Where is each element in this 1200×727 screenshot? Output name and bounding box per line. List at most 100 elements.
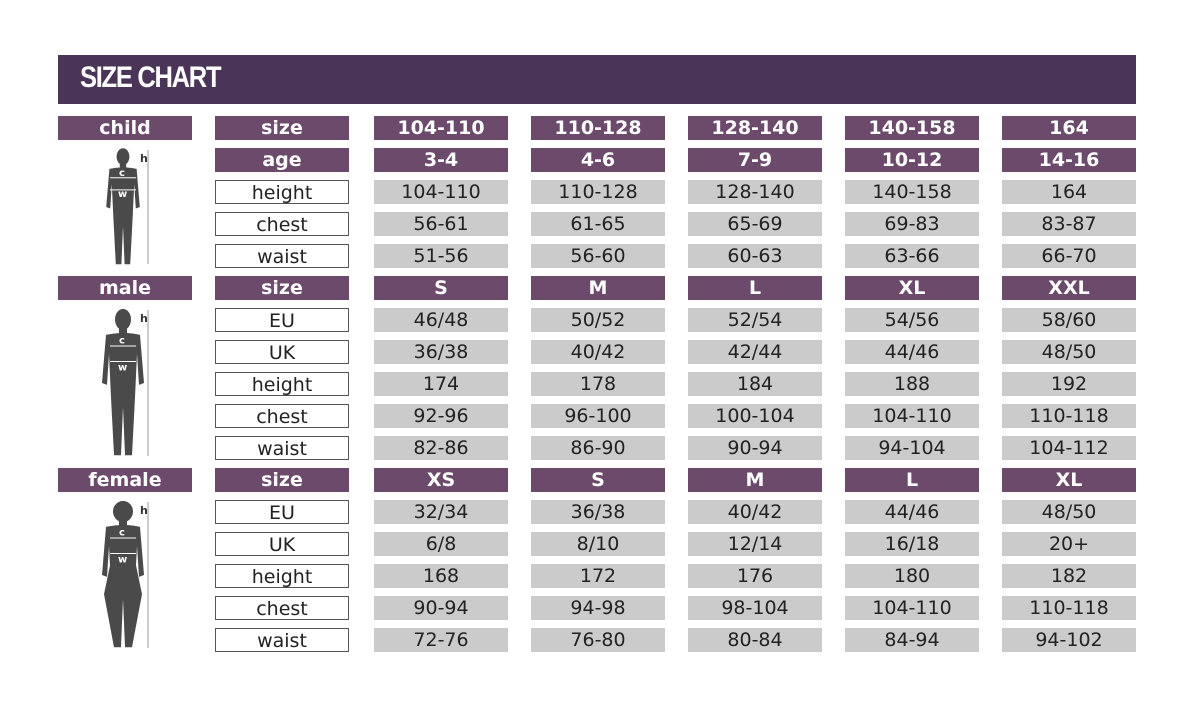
child-body-silhouette-icon: h c w: [88, 146, 168, 272]
row-label-size: size: [215, 276, 349, 300]
svg-text:h: h: [140, 152, 148, 165]
table-cell: 92-96: [374, 404, 508, 428]
row-label-chest: chest: [215, 596, 349, 620]
table-cell: 110-128: [531, 180, 665, 204]
table-cell: 182: [1002, 564, 1136, 588]
table-cell: 164: [1002, 116, 1136, 140]
table-cell: 110-118: [1002, 404, 1136, 428]
table-cell: 12/14: [688, 532, 822, 556]
table-cell: 140-158: [845, 116, 979, 140]
table-cell: 192: [1002, 372, 1136, 396]
svg-text:w: w: [118, 189, 127, 200]
row-label-height: height: [215, 564, 349, 588]
table-cell: 63-66: [845, 244, 979, 268]
row-label-height: height: [215, 180, 349, 204]
table-cell: 140-158: [845, 180, 979, 204]
table-cell: 104-110: [845, 404, 979, 428]
table-cell: 10-12: [845, 148, 979, 172]
table-cell: 98-104: [688, 596, 822, 620]
svg-text:h: h: [140, 312, 148, 325]
table-cell: 3-4: [374, 148, 508, 172]
row-label-uk: UK: [215, 532, 349, 556]
section-label-male: male: [58, 276, 192, 300]
table-cell: 94-102: [1002, 628, 1136, 652]
table-cell: 40/42: [531, 340, 665, 364]
table-cell: 44/46: [845, 500, 979, 524]
table-cell: 83-87: [1002, 212, 1136, 236]
table-cell: XL: [845, 276, 979, 300]
table-cell: 180: [845, 564, 979, 588]
row-label-size: size: [215, 116, 349, 140]
row-label-uk: UK: [215, 340, 349, 364]
table-cell: M: [531, 276, 665, 300]
table-cell: 72-76: [374, 628, 508, 652]
table-cell: 46/48: [374, 308, 508, 332]
table-cell: 48/50: [1002, 340, 1136, 364]
table-cell: M: [688, 468, 822, 492]
table-cell: 36/38: [531, 500, 665, 524]
svg-text:w: w: [118, 363, 127, 374]
row-label-chest: chest: [215, 404, 349, 428]
table-cell: 104-110: [374, 180, 508, 204]
table-cell: 65-69: [688, 212, 822, 236]
table-cell: 110-118: [1002, 596, 1136, 620]
table-cell: 54/56: [845, 308, 979, 332]
table-cell: 104-110: [845, 596, 979, 620]
svg-text:c: c: [119, 528, 125, 539]
table-cell: 56-60: [531, 244, 665, 268]
table-cell: 94-98: [531, 596, 665, 620]
table-cell: 69-83: [845, 212, 979, 236]
table-cell: 32/34: [374, 500, 508, 524]
table-cell: 4-6: [531, 148, 665, 172]
table-cell: 104-112: [1002, 436, 1136, 460]
svg-text:c: c: [119, 336, 125, 347]
table-cell: 104-110: [374, 116, 508, 140]
table-cell: 66-70: [1002, 244, 1136, 268]
row-label-waist: waist: [215, 628, 349, 652]
table-cell: 51-56: [374, 244, 508, 268]
row-label-age: age: [215, 148, 349, 172]
table-cell: 188: [845, 372, 979, 396]
table-cell: 94-104: [845, 436, 979, 460]
row-label-waist: waist: [215, 436, 349, 460]
table-cell: L: [845, 468, 979, 492]
table-cell: S: [531, 468, 665, 492]
male-body-silhouette-icon: h c w: [88, 306, 168, 464]
table-cell: 6/8: [374, 532, 508, 556]
table-cell: 14-16: [1002, 148, 1136, 172]
table-cell: 128-140: [688, 116, 822, 140]
page-title: SIZE CHART: [80, 61, 222, 94]
svg-text:c: c: [119, 168, 125, 179]
table-cell: XL: [1002, 468, 1136, 492]
table-cell: 40/42: [688, 500, 822, 524]
table-cell: 80-84: [688, 628, 822, 652]
table-cell: 16/18: [845, 532, 979, 556]
table-cell: 61-65: [531, 212, 665, 236]
table-cell: 76-80: [531, 628, 665, 652]
table-cell: 128-140: [688, 180, 822, 204]
table-cell: 58/60: [1002, 308, 1136, 332]
table-cell: 82-86: [374, 436, 508, 460]
table-cell: 56-61: [374, 212, 508, 236]
table-cell: 178: [531, 372, 665, 396]
female-body-silhouette-icon: h c w: [88, 498, 168, 656]
table-cell: XXL: [1002, 276, 1136, 300]
table-cell: 84-94: [845, 628, 979, 652]
section-label-female: female: [58, 468, 192, 492]
table-cell: XS: [374, 468, 508, 492]
table-cell: 20+: [1002, 532, 1136, 556]
row-label-eu: EU: [215, 500, 349, 524]
table-cell: S: [374, 276, 508, 300]
table-cell: 110-128: [531, 116, 665, 140]
table-cell: 100-104: [688, 404, 822, 428]
table-cell: 174: [374, 372, 508, 396]
row-label-chest: chest: [215, 212, 349, 236]
table-cell: 96-100: [531, 404, 665, 428]
row-label-eu: EU: [215, 308, 349, 332]
row-label-height: height: [215, 372, 349, 396]
section-label-child: child: [58, 116, 192, 140]
table-cell: 7-9: [688, 148, 822, 172]
table-cell: 176: [688, 564, 822, 588]
svg-text:h: h: [140, 504, 148, 517]
